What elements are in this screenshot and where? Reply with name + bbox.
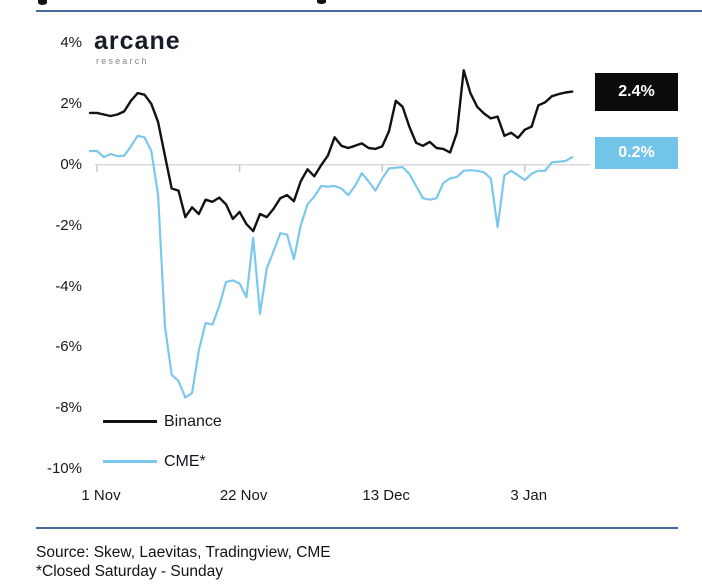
legend-item-cme: CME* — [103, 452, 206, 471]
y-axis-label: -4% — [55, 277, 82, 295]
top-divider-rule — [36, 10, 702, 12]
cme-line-swatch — [103, 460, 157, 463]
bottom-divider-rule — [36, 527, 678, 529]
y-axis-label: -6% — [55, 338, 82, 356]
y-axis-label: -10% — [46, 460, 82, 478]
x-axis-label: 22 Nov — [219, 487, 268, 504]
footnote: *Closed Saturday - Sunday — [36, 563, 223, 580]
x-axis-ticks — [96, 165, 526, 172]
cropped-title-remnant — [317, 0, 326, 4]
legend-label-cme: CME* — [164, 452, 206, 470]
source-attribution: Source: Skew, Laevitas, Tradingview, CME — [36, 544, 331, 561]
y-axis-label: -2% — [55, 216, 82, 234]
x-axis-label: 13 Dec — [362, 487, 410, 504]
binance-line-swatch — [103, 420, 157, 423]
x-axis-label: 1 Nov — [81, 487, 121, 504]
y-axis-label: -8% — [55, 399, 82, 417]
y-axis-label: 0% — [60, 155, 82, 173]
y-axis-label: 4% — [60, 33, 82, 51]
cropped-title-remnant — [38, 0, 47, 5]
legend-item-binance: Binance — [103, 412, 222, 431]
binance-end-value-badge: 2.4% — [595, 73, 678, 111]
y-axis-label: 2% — [60, 94, 82, 112]
arcane-research-logo: arcane research — [94, 29, 181, 66]
cme-series-line — [88, 134, 574, 399]
legend-label-binance: Binance — [164, 412, 222, 430]
arcane-logo-wordmark: arcane — [94, 27, 181, 55]
binance-series-line — [88, 69, 574, 233]
arcane-logo-subtitle: research — [96, 56, 149, 66]
x-axis-label: 3 Jan — [510, 487, 548, 504]
cme-end-value-badge: 0.2% — [595, 137, 678, 169]
